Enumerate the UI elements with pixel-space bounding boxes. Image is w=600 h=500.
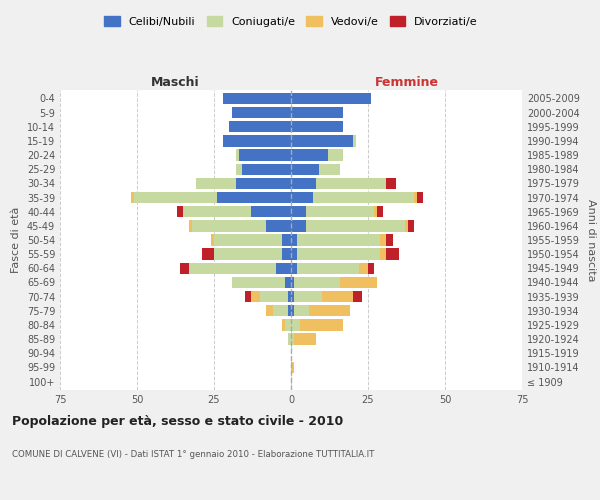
Bar	[288, 291, 291, 302]
Bar	[310, 305, 350, 316]
Bar	[328, 150, 343, 161]
Bar	[291, 136, 353, 146]
Bar	[294, 291, 322, 302]
Bar	[307, 220, 405, 232]
Bar	[291, 107, 343, 118]
Bar	[316, 178, 386, 189]
Bar	[288, 334, 291, 344]
Bar	[377, 206, 383, 218]
Bar	[236, 150, 239, 161]
Bar	[319, 164, 340, 175]
Bar	[294, 334, 316, 344]
Bar	[294, 277, 340, 288]
Bar	[291, 277, 294, 288]
Bar	[414, 192, 417, 203]
Bar	[202, 248, 214, 260]
Bar	[386, 248, 399, 260]
Bar	[322, 291, 353, 302]
Bar	[297, 248, 380, 260]
Bar	[232, 277, 285, 288]
Bar	[291, 305, 294, 316]
Bar	[251, 206, 291, 218]
Bar	[214, 234, 282, 246]
Bar	[291, 192, 313, 203]
Bar	[288, 305, 291, 316]
Bar	[291, 319, 300, 330]
Bar	[291, 178, 316, 189]
Bar	[353, 136, 356, 146]
Bar	[190, 220, 193, 232]
Bar	[245, 291, 251, 302]
Bar	[214, 248, 282, 260]
Bar	[282, 319, 285, 330]
Bar	[291, 121, 343, 132]
Bar	[193, 220, 266, 232]
Bar	[266, 220, 291, 232]
Bar	[291, 291, 294, 302]
Bar	[180, 262, 190, 274]
Bar	[211, 234, 214, 246]
Bar	[236, 164, 242, 175]
Bar	[374, 206, 377, 218]
Bar	[380, 248, 386, 260]
Bar	[300, 319, 343, 330]
Bar	[353, 291, 362, 302]
Bar	[408, 220, 414, 232]
Bar	[291, 262, 297, 274]
Bar	[282, 234, 291, 246]
Bar	[291, 150, 328, 161]
Text: Femmine: Femmine	[374, 76, 439, 88]
Bar	[291, 334, 294, 344]
Bar	[242, 164, 291, 175]
Bar	[232, 107, 291, 118]
Bar	[294, 305, 310, 316]
Bar	[291, 362, 294, 373]
Text: Popolazione per età, sesso e stato civile - 2010: Popolazione per età, sesso e stato civil…	[12, 415, 343, 428]
Bar	[229, 121, 291, 132]
Bar	[380, 234, 386, 246]
Bar	[386, 234, 392, 246]
Bar	[236, 178, 291, 189]
Bar	[196, 178, 236, 189]
Bar	[260, 291, 288, 302]
Bar	[223, 93, 291, 104]
Bar	[217, 192, 291, 203]
Bar	[183, 206, 251, 218]
Bar	[291, 234, 297, 246]
Bar	[291, 164, 319, 175]
Bar	[291, 220, 307, 232]
Bar	[417, 192, 424, 203]
Bar	[285, 319, 291, 330]
Bar	[239, 150, 291, 161]
Y-axis label: Anni di nascita: Anni di nascita	[586, 198, 596, 281]
Bar	[131, 192, 134, 203]
Bar	[359, 262, 368, 274]
Bar	[386, 178, 396, 189]
Bar	[190, 262, 275, 274]
Bar	[307, 206, 374, 218]
Bar	[251, 291, 260, 302]
Bar	[297, 262, 359, 274]
Legend: Celibi/Nubili, Coniugati/e, Vedovi/e, Divorziati/e: Celibi/Nubili, Coniugati/e, Vedovi/e, Di…	[100, 12, 482, 31]
Bar	[266, 305, 272, 316]
Bar	[177, 206, 183, 218]
Bar	[275, 262, 291, 274]
Bar	[297, 234, 380, 246]
Bar	[282, 248, 291, 260]
Bar	[340, 277, 377, 288]
Bar	[272, 305, 288, 316]
Bar	[313, 192, 414, 203]
Bar	[285, 277, 291, 288]
Bar	[368, 262, 374, 274]
Bar	[405, 220, 408, 232]
Bar	[291, 206, 307, 218]
Bar	[291, 93, 371, 104]
Y-axis label: Fasce di età: Fasce di età	[11, 207, 21, 273]
Bar	[291, 248, 297, 260]
Text: Maschi: Maschi	[151, 76, 200, 88]
Bar	[134, 192, 217, 203]
Text: COMUNE DI CALVENE (VI) - Dati ISTAT 1° gennaio 2010 - Elaborazione TUTTITALIA.IT: COMUNE DI CALVENE (VI) - Dati ISTAT 1° g…	[12, 450, 374, 459]
Bar	[223, 136, 291, 146]
